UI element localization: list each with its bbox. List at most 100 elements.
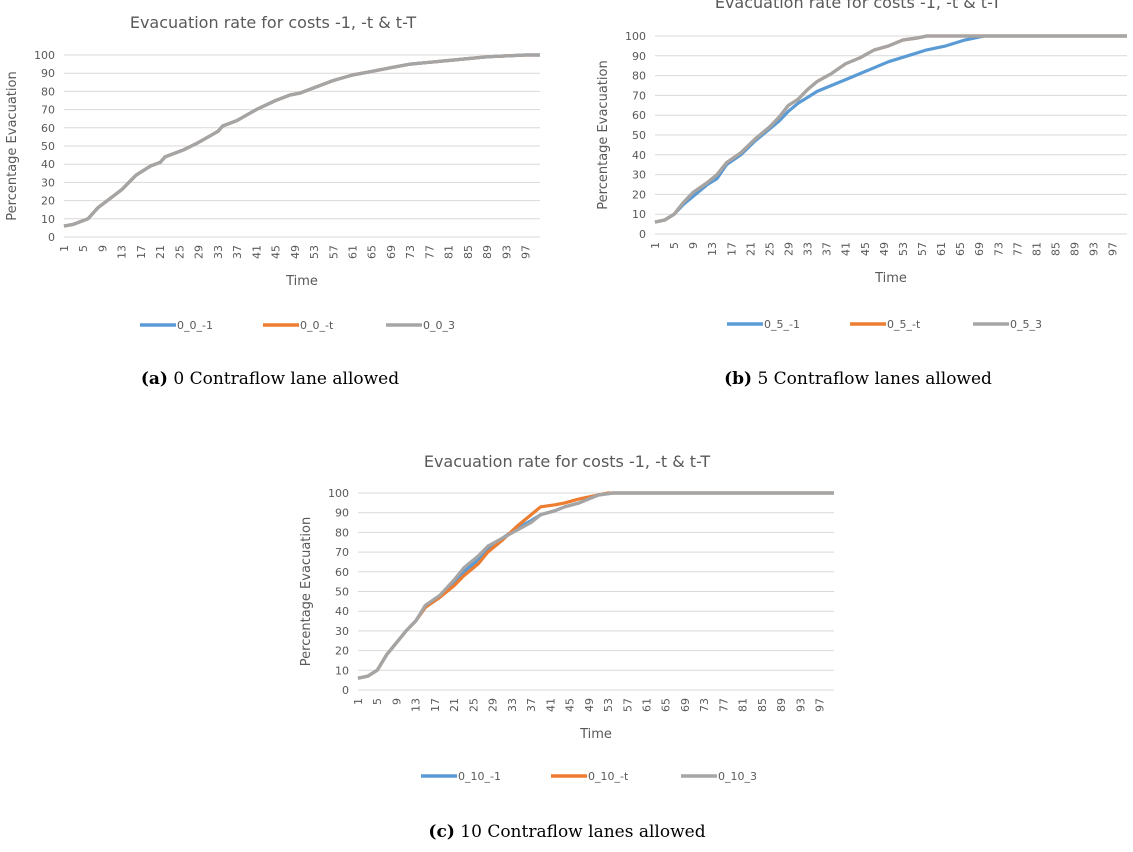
x-tick-label: 73 (698, 698, 711, 712)
x-tick-label: 65 (660, 698, 673, 712)
y-tick-label: 40 (41, 158, 55, 171)
y-tick-label: 90 (335, 507, 349, 520)
x-tick-label: 17 (135, 245, 148, 259)
x-tick-label: 61 (346, 245, 359, 259)
x-tick-label: 33 (506, 698, 519, 712)
y-tick-label: 80 (335, 526, 349, 539)
x-tick-label: 65 (954, 242, 967, 256)
caption-letter: (b) (724, 369, 752, 389)
y-tick-label: 10 (335, 664, 349, 677)
x-tick-label: 61 (640, 698, 653, 712)
y-tick-label: 60 (632, 109, 646, 122)
x-tick-label: 25 (173, 245, 186, 259)
caption-text: 0 Contraflow lane allowed (168, 369, 399, 389)
y-tick-label: 100 (34, 49, 55, 62)
legend-label: 0_0_3 (423, 319, 455, 332)
y-axis-label: Percentage Evacuation (299, 517, 314, 666)
x-tick-label: 1 (352, 698, 365, 705)
x-tick-label: 41 (840, 242, 853, 256)
x-tick-label: 9 (390, 698, 403, 705)
x-tick-label: 81 (737, 698, 750, 712)
x-tick-label: 49 (289, 245, 302, 259)
x-axis-label: Time (285, 274, 318, 289)
chart-title: Evacuation rate for costs -1, -t & t-T (715, 0, 1002, 12)
x-tick-label: 1 (58, 245, 71, 252)
series-line-0_0_3 (63, 53, 540, 228)
x-tick-label: 13 (706, 242, 719, 256)
y-tick-label: 50 (632, 129, 646, 142)
chart-title: Evacuation rate for costs -1, -t & t-T (130, 13, 417, 32)
y-tick-label: 50 (41, 140, 55, 153)
legend-label: 0_0_-1 (177, 319, 213, 332)
x-tick-label: 77 (1011, 242, 1024, 256)
caption-text: 5 Contraflow lanes allowed (752, 369, 992, 389)
y-tick-label: 30 (632, 169, 646, 182)
x-tick-label: 81 (1030, 242, 1043, 256)
x-tick-label: 5 (371, 698, 384, 705)
legend-label: 0_10_3 (718, 770, 757, 783)
series-line-0_10_3 (357, 491, 834, 680)
y-tick-label: 60 (41, 122, 55, 135)
caption: (c) 10 Contraflow lanes allowed (428, 822, 705, 842)
x-tick-label: 17 (725, 242, 738, 256)
x-tick-label: 5 (668, 242, 681, 249)
series-line-0_5_3 (654, 34, 1127, 224)
y-tick-label: 40 (335, 605, 349, 618)
x-tick-label: 5 (77, 245, 90, 252)
x-tick-label: 97 (520, 245, 533, 259)
y-tick-label: 20 (335, 645, 349, 658)
x-tick-label: 17 (429, 698, 442, 712)
x-tick-label: 45 (270, 245, 283, 259)
x-tick-label: 93 (1088, 242, 1101, 256)
legend-label: 0_5_-1 (764, 318, 800, 331)
x-tick-label: 25 (763, 242, 776, 256)
x-tick-label: 25 (467, 698, 480, 712)
x-tick-label: 41 (250, 245, 263, 259)
y-tick-label: 30 (335, 625, 349, 638)
x-axis-label: Time (874, 271, 907, 286)
x-tick-label: 21 (448, 698, 461, 712)
x-tick-label: 61 (935, 242, 948, 256)
x-tick-label: 29 (782, 242, 795, 256)
legend-label: 0_5_3 (1010, 318, 1042, 331)
y-tick-label: 0 (639, 228, 646, 241)
x-tick-label: 69 (385, 245, 398, 259)
x-tick-label: 97 (1107, 242, 1120, 256)
x-tick-label: 89 (1069, 242, 1082, 256)
caption-text: 10 Contraflow lanes allowed (455, 822, 706, 842)
chart-title: Evacuation rate for costs -1, -t & t-T (424, 452, 711, 471)
x-tick-label: 97 (814, 698, 827, 712)
x-tick-label: 29 (487, 698, 500, 712)
y-axis-label: Percentage Evacuation (5, 71, 20, 220)
x-tick-label: 57 (327, 245, 340, 259)
x-tick-label: 81 (443, 245, 456, 259)
legend-label: 0_5_-t (887, 318, 921, 331)
x-tick-label: 77 (717, 698, 730, 712)
y-tick-label: 90 (632, 50, 646, 63)
caption: (b) 5 Contraflow lanes allowed (724, 369, 992, 389)
x-tick-label: 1 (649, 242, 662, 249)
y-tick-label: 60 (335, 566, 349, 579)
y-tick-label: 90 (41, 67, 55, 80)
x-tick-label: 45 (859, 242, 872, 256)
x-tick-label: 41 (544, 698, 557, 712)
x-tick-label: 85 (1049, 242, 1062, 256)
x-tick-label: 33 (212, 245, 225, 259)
y-tick-label: 40 (632, 149, 646, 162)
legend-label: 0_0_-t (300, 319, 334, 332)
x-tick-label: 37 (231, 245, 244, 259)
x-axis-label: Time (579, 727, 612, 742)
x-tick-label: 89 (775, 698, 788, 712)
x-tick-label: 21 (744, 242, 757, 256)
x-tick-label: 65 (366, 245, 379, 259)
x-tick-label: 37 (821, 242, 834, 256)
y-tick-label: 20 (632, 188, 646, 201)
x-tick-label: 9 (687, 242, 700, 249)
x-tick-label: 45 (564, 698, 577, 712)
x-tick-label: 57 (621, 698, 634, 712)
x-tick-label: 69 (973, 242, 986, 256)
y-tick-label: 50 (335, 586, 349, 599)
legend-label: 0_10_-t (588, 770, 629, 783)
y-tick-label: 10 (632, 208, 646, 221)
